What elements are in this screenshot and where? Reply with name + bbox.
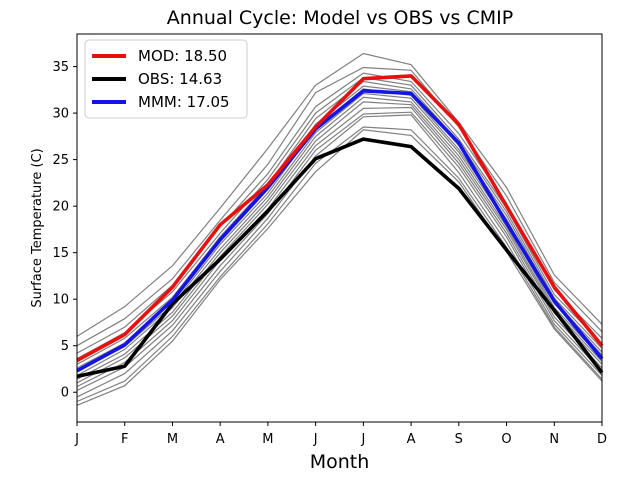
y-tick-label: 10 — [52, 293, 69, 308]
x-tick-label: J — [313, 432, 318, 447]
y-tick-label: 0 — [61, 386, 69, 401]
x-axis-label: Month — [310, 451, 370, 473]
legend-label-mod: MOD: 18.50 — [138, 47, 227, 65]
ensemble-member-line-10 — [76, 101, 603, 384]
legend-box — [84, 39, 248, 119]
y-tick-label: 35 — [52, 60, 69, 75]
legend-label-mmm: MMM: 17.05 — [138, 93, 230, 111]
ensemble-member-line-1 — [76, 52, 603, 337]
y-tick-label: 15 — [52, 246, 69, 261]
y-axis-label: Surface Temperature (C) — [30, 148, 45, 307]
obs-series-line — [76, 137, 604, 379]
y-tick-label: 25 — [52, 153, 69, 168]
ensemble-member-line-13 — [76, 114, 603, 398]
legend: MOD: 18.50 OBS: 14.63 MMM: 17.05 — [84, 39, 248, 119]
x-tick-label: M — [167, 432, 178, 447]
x-tick-label: A — [407, 432, 416, 447]
ensemble-member-line-5 — [76, 80, 603, 365]
plot-frame — [76, 33, 603, 423]
x-tick-label: O — [501, 432, 511, 447]
legend-label-obs: OBS: 14.63 — [138, 70, 222, 88]
x-tick-label: N — [549, 432, 559, 447]
x-tick-label: F — [121, 432, 128, 447]
y-tick-label: 5 — [61, 339, 69, 354]
ensemble-member-line-2 — [76, 66, 603, 347]
ensemble-member-line-12 — [76, 111, 603, 391]
x-tick-label: J — [74, 432, 79, 447]
x-tick-label: D — [597, 432, 607, 447]
ensemble-member-line-11 — [76, 106, 603, 388]
highlight-lines — [76, 74, 604, 379]
x-tick-label: M — [262, 432, 273, 447]
x-tick-label: S — [455, 432, 463, 447]
ensemble-member-line-9 — [76, 96, 603, 380]
x-tick-label: A — [216, 432, 225, 447]
y-tick-label: 30 — [52, 107, 69, 122]
y-tick-label: 20 — [52, 200, 69, 215]
mod-series-line — [76, 74, 604, 363]
chart-title: Annual Cycle: Model vs OBS vs CMIP — [167, 7, 513, 29]
x-tick-label: J — [360, 432, 365, 447]
mmm-series-line — [76, 89, 604, 373]
y-axis: 0 5 10 15 20 25 30 35 — [52, 60, 77, 401]
